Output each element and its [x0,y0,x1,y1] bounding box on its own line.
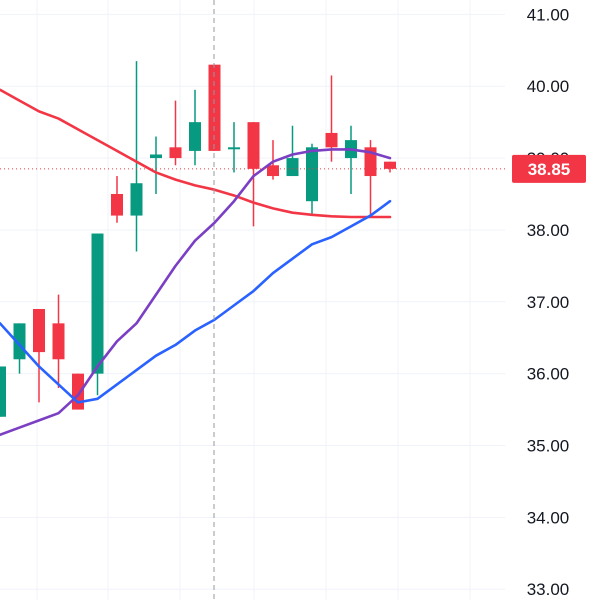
candle [130,61,143,252]
grid [0,0,505,600]
candle-body [111,194,123,216]
candles [0,61,396,417]
candle-body [91,233,104,374]
current-price-label: 38.85 [528,160,571,179]
y-tick-label: 37.00 [527,293,570,312]
moving-average-line [0,88,392,219]
candle-body [0,366,6,417]
candle-body [189,122,201,151]
candle-body [130,183,143,216]
candle [150,136,162,195]
candle [306,143,318,216]
y-tick-label: 40.00 [527,77,570,96]
candle [345,125,357,195]
y-tick-label: 35.00 [527,437,570,456]
candle [286,125,299,177]
candle [33,308,45,403]
y-tick-label: 33.00 [527,580,570,599]
candle [0,366,6,417]
current-price-tag: 38.85 [512,154,586,183]
candle-body [150,154,162,159]
candle [52,294,65,389]
candle-body [384,161,396,169]
candle [13,323,26,374]
candle-body [286,158,299,177]
candle [72,373,84,410]
candle [247,122,260,227]
price-axis: 33.0034.0035.0036.0037.0038.0039.0040.00… [527,5,570,599]
candle [325,75,338,162]
moving-average-line [0,148,392,437]
candle-body [247,122,260,169]
candle-body [169,147,182,159]
candle [228,122,240,173]
candle-body [306,147,318,202]
candle-body [228,147,240,150]
y-tick-label: 38.00 [527,221,570,240]
candle-body [33,308,45,353]
candle-body [52,323,65,360]
candle-body [72,373,84,410]
y-tick-label: 41.00 [527,5,570,24]
candle-body [208,64,221,151]
candle [267,140,279,180]
moving-average-line [0,199,392,404]
y-tick-label: 34.00 [527,508,570,527]
candle-body [325,132,338,148]
candle-body [267,165,279,177]
candle [384,161,396,173]
candle [111,176,123,223]
candle [189,89,201,166]
candle [169,100,182,166]
moving-averages [0,88,392,437]
candle-body [13,323,26,360]
y-tick-label: 36.00 [527,365,570,384]
current-price-tag-bg [512,154,586,183]
